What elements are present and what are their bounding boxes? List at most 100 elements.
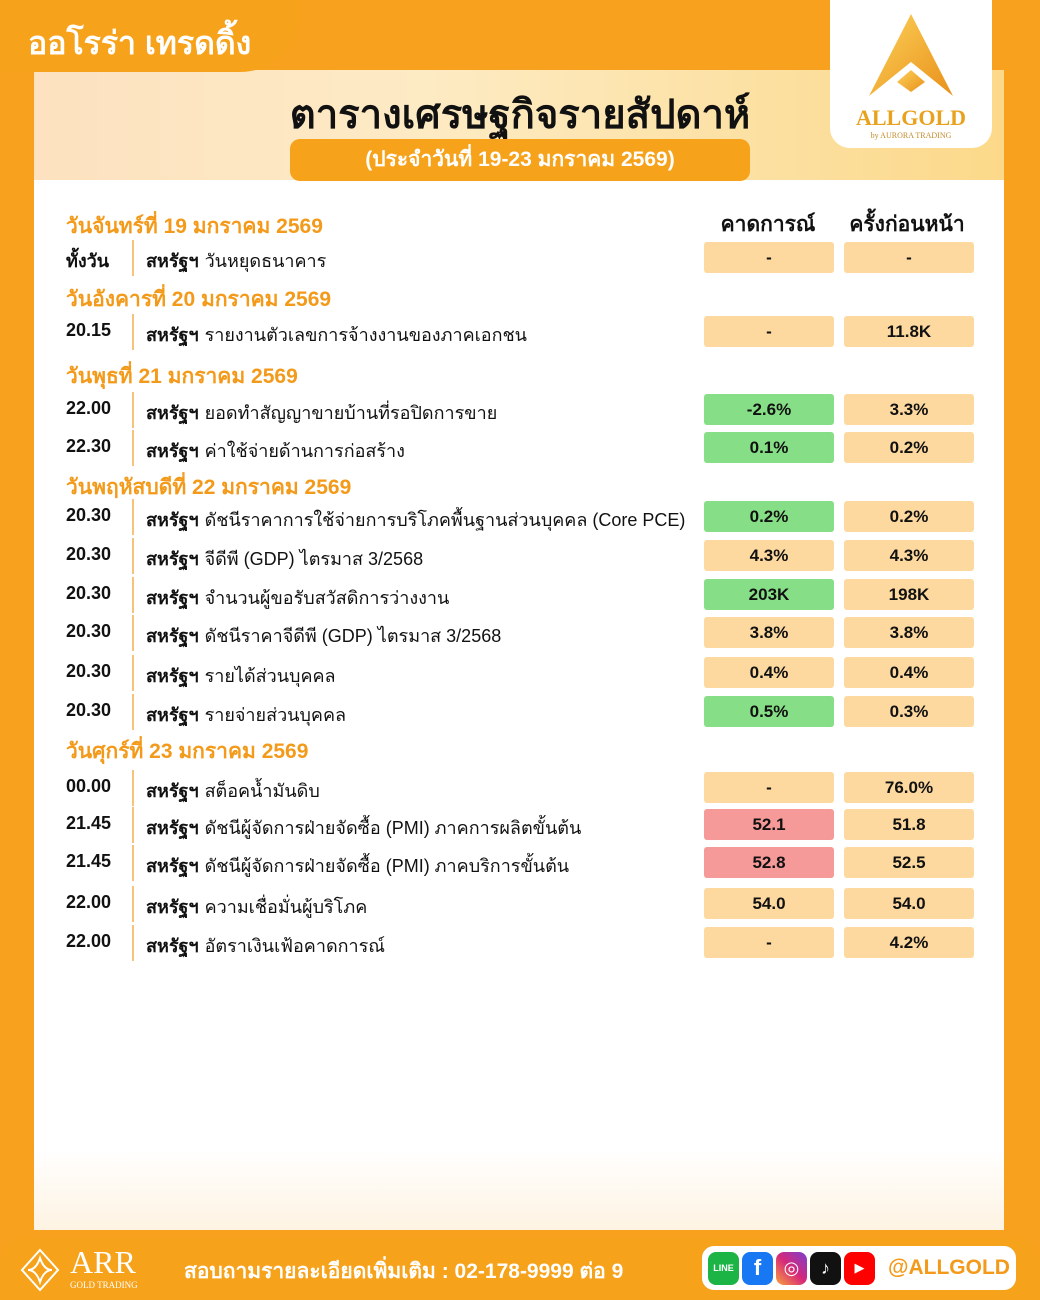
divider [132,430,134,466]
event-description: สหรัฐฯ สต็อคน้ำมันดิบ [146,776,320,805]
event-description: สหรัฐฯ รายจ่ายส่วนบุคคล [146,700,346,729]
divider [132,314,134,350]
event-row: 20.30 สหรัฐฯ รายจ่ายส่วนบุคคล 0.5% 0.3% [66,694,976,730]
line-icon[interactable]: LINE [708,1251,739,1285]
previous-value: 0.4% [844,657,974,688]
previous-value: 52.5 [844,847,974,878]
forecast-value: 3.8% [704,617,834,648]
event-description: สหรัฐฯ อัตราเงินเฟ้อคาดการณ์ [146,931,385,960]
divider [132,538,134,574]
divider [132,925,134,961]
previous-value: 4.3% [844,540,974,571]
previous-value: - [844,242,974,273]
previous-value: 3.3% [844,394,974,425]
previous-value: 76.0% [844,772,974,803]
previous-value: 4.2% [844,927,974,958]
forecast-value: - [704,772,834,803]
previous-value: 0.3% [844,696,974,727]
event-time: 20.30 [66,621,112,641]
event-country: สหรัฐฯ [146,856,199,876]
event-country: สหรัฐฯ [146,325,199,345]
event-row: 22.30 สหรัฐฯ ค่าใช้จ่ายด้านการก่อสร้าง 0.… [66,430,976,466]
event-time: 22.00 [66,892,112,912]
event-country: สหรัฐฯ [146,588,199,608]
divider [132,770,134,806]
event-time: 20.30 [66,583,112,603]
page-title: ตารางเศรษฐกิจรายสัปดาห์ [289,93,751,137]
event-row: 21.45 สหรัฐฯ ดัชนีผู้จัดการฝ่ายจัดซื้อ (P… [66,807,976,843]
event-time: 21.45 [66,851,112,871]
event-name: วันหยุดธนาคาร [204,251,327,271]
forecast-value: - [704,316,834,347]
event-country: สหรัฐฯ [146,781,199,801]
event-name: ความเชื่อมั่นผู้บริโภค [204,897,368,917]
event-time: 20.30 [66,661,112,681]
forecast-value: 0.1% [704,432,834,463]
event-row: 20.30 สหรัฐฯ จีดีพี (GDP) ไตรมาส 3/2568 4… [66,538,976,574]
event-name: ดัชนีราคาการใช้จ่ายการบริโภคพื้นฐานส่วนบ… [204,510,686,530]
youtube-icon[interactable]: ▶ [844,1251,875,1285]
event-row: 22.00 สหรัฐฯ ความเชื่อมั่นผู้บริโภค 54.0 … [66,886,976,922]
event-name: ดัชนีผู้จัดการฝ่ายจัดซื้อ (PMI) ภาคการผล… [204,818,582,838]
previous-value: 54.0 [844,888,974,919]
event-country: สหรัฐฯ [146,403,199,423]
arr-name: ARR [70,1244,136,1280]
contact-text: สอบถามรายละเอียดเพิ่มเติม : 02-178-9999 … [184,1260,624,1283]
divider [132,392,134,428]
event-time: 00.00 [66,776,112,796]
column-header-previous: ครั้งก่อนหน้า [849,213,965,236]
divider [132,615,134,651]
event-row: 21.45 สหรัฐฯ ดัชนีผู้จัดการฝ่ายจัดซื้อ (P… [66,845,976,881]
event-description: สหรัฐฯ รายงานตัวเลขการจ้างงานของภาคเอกชน [146,320,527,349]
event-country: สหรัฐฯ [146,549,199,569]
instagram-icon[interactable]: ◎ [776,1251,807,1285]
previous-value: 51.8 [844,809,974,840]
event-name: ยอดทำสัญญาขายบ้านที่รอปิดการขาย [204,403,498,423]
logo-tagline: by AURORA TRADING [870,131,952,140]
forecast-value: 0.5% [704,696,834,727]
event-description: สหรัฐฯ ยอดทำสัญญาขายบ้านที่รอปิดการขาย [146,398,497,427]
day-header: วันพุธที่ 21 มกราคม 2569 [66,365,298,388]
event-name: จีดีพี (GDP) ไตรมาส 3/2568 [204,549,424,569]
forecast-value: - [704,927,834,958]
divider [132,655,134,691]
forecast-value: 0.2% [704,501,834,532]
event-description: สหรัฐฯ จีดีพี (GDP) ไตรมาส 3/2568 [146,544,423,573]
event-row: 00.00 สหรัฐฯ สต็อคน้ำมันดิบ - 76.0% [66,770,976,806]
day-header: วันจันทร์ที่ 19 มกราคม 2569 [66,215,323,238]
event-country: สหรัฐฯ [146,441,199,461]
arr-diamond-icon [20,1248,60,1292]
event-name: จำนวนผู้ขอรับสวัสดิการว่างงาน [204,588,450,608]
event-description: สหรัฐฯ ดัชนีราคาการใช้จ่ายการบริโภคพื้นฐา… [146,505,685,534]
event-country: สหรัฐฯ [146,936,199,956]
event-description: สหรัฐฯ ดัชนีราคาจีดีพี (GDP) ไตรมาส 3/256… [146,621,501,650]
event-country: สหรัฐฯ [146,666,199,686]
event-description: สหรัฐฯ ความเชื่อมั่นผู้บริโภค [146,892,367,921]
previous-value: 11.8K [844,316,974,347]
event-name: ดัชนีราคาจีดีพี (GDP) ไตรมาส 3/2568 [204,626,502,646]
brand-name: ออโรร่า เทรดดิ้ง [0,0,300,72]
event-row: 22.00 สหรัฐฯ อัตราเงินเฟ้อคาดการณ์ - 4.2% [66,925,976,961]
facebook-icon[interactable]: f [742,1251,773,1285]
divider [132,577,134,613]
event-name: อัตราเงินเฟ้อคาดการณ์ [204,936,386,956]
day-header: วันพฤหัสบดีที่ 22 มกราคม 2569 [66,476,352,499]
event-time: 20.30 [66,505,112,525]
event-country: สหรัฐฯ [146,626,199,646]
event-name: รายจ่ายส่วนบุคคล [204,705,347,725]
previous-value: 198K [844,579,974,610]
event-name: สต็อคน้ำมันดิบ [204,781,320,801]
event-name: ดัชนีผู้จัดการฝ่ายจัดซื้อ (PMI) ภาคบริกา… [204,856,570,876]
allgold-a-icon [869,14,953,96]
social-handle[interactable]: @ALLGOLD [888,1256,1010,1279]
panel-fade [34,1150,1004,1230]
divider [132,694,134,730]
event-time: 20.30 [66,700,112,720]
tiktok-icon[interactable]: ♪ [810,1251,841,1285]
event-country: สหรัฐฯ [146,818,199,838]
forecast-value: 4.3% [704,540,834,571]
event-row: 20.30 สหรัฐฯ ดัชนีราคาการใช้จ่ายการบริโภค… [66,499,976,535]
divider [132,807,134,843]
forecast-value: 0.4% [704,657,834,688]
event-country: สหรัฐฯ [146,705,199,725]
